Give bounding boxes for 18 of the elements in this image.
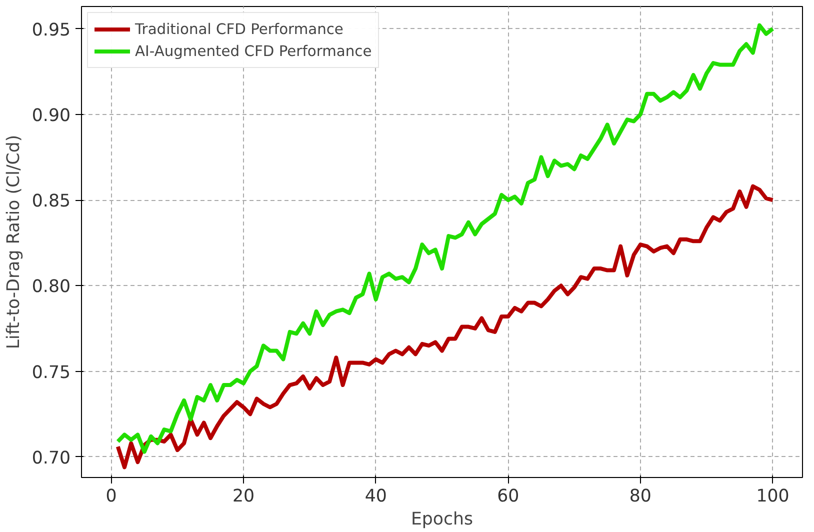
y-tick-label: 0.75 (32, 362, 71, 383)
x-tick-label: 60 (497, 486, 520, 506)
y-tick-label: 0.80 (32, 277, 71, 298)
y-axis-title: Lift-to-Drag Ratio (Cl/Cd) (4, 134, 24, 350)
y-tick-label: 0.70 (32, 448, 71, 468)
legend-label: AI-Augmented CFD Performance (135, 42, 372, 60)
line-series (116, 23, 775, 454)
x-tick-label: 100 (756, 486, 790, 506)
x-tick-label: 20 (232, 486, 255, 506)
x-axis-title: Epochs (410, 510, 474, 530)
y-tick-label: 0.90 (32, 106, 71, 126)
y-tick-label: 0.95 (32, 20, 71, 40)
x-tick-label: 80 (629, 486, 652, 506)
legend-label: Traditional CFD Performance (135, 20, 344, 38)
x-tick-label: 40 (364, 486, 387, 506)
x-tick-label: 0 (106, 486, 117, 506)
y-tick-label: 0.85 (32, 192, 71, 212)
line-series (116, 184, 775, 470)
